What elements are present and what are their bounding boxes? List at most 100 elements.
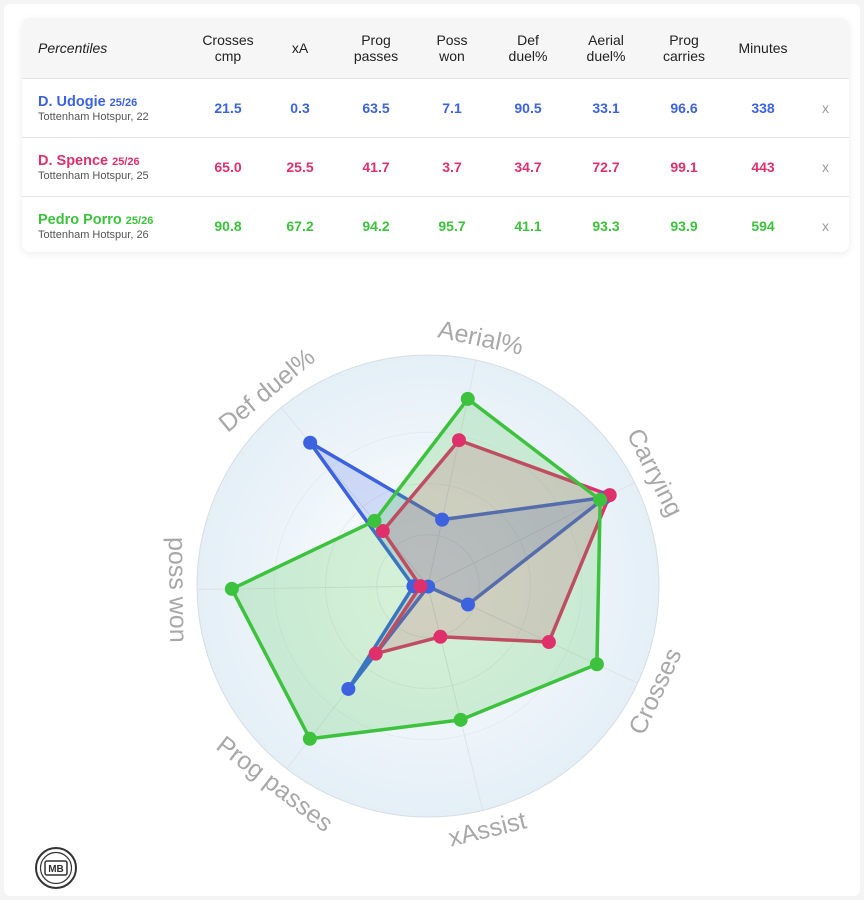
axis-label: Aerial% [436,315,526,360]
stat-value: 41.1 [514,217,542,234]
column-header: Crosses cmp [192,18,264,78]
player-name[interactable]: D. Udogie [38,93,106,110]
column-header-line2: duel% [508,47,548,64]
column-header-line1: Poss [436,31,468,48]
stat-value: 95.7 [438,217,466,234]
column-header: Prog passes [336,18,416,78]
player-cell: Pedro Porro 25/26 Tottenham Hotspur, 26 [22,196,192,252]
stat-value: 63.5 [362,99,390,116]
data-point [451,433,466,448]
stat-value: 594 [751,217,775,234]
column-header: Poss won [416,18,488,78]
player-name[interactable]: D. Spence [38,152,109,169]
data-point [589,657,604,672]
player-club: Tottenham Hotspur, 26 [38,228,149,241]
column-header-line2: cmp [214,47,242,64]
data-point [375,524,390,539]
stat-value: 0.3 [290,99,310,116]
column-header-line2: carries [662,47,705,64]
column-header-line1: xA [291,39,309,56]
percentiles-table: Percentiles Crosses cmp xA Prog passes Poss wo… [22,18,849,252]
stat-value: 90.5 [514,99,542,116]
data-point [453,712,468,727]
data-point [413,579,428,594]
mb-logo: MB [35,847,77,889]
stat-value: 96.6 [670,99,698,116]
stat-value: 21.5 [214,99,242,116]
column-header-line1: Minutes [738,39,788,56]
stat-value: 33.1 [592,99,620,116]
data-point [341,681,356,696]
data-point [460,597,475,612]
stat-value: 99.1 [670,158,698,175]
radar-spoke [427,585,484,811]
column-header-line2: won [439,47,465,64]
stat-value: 90.8 [214,217,242,234]
data-point [435,512,450,527]
stat-value: 72.7 [592,158,620,175]
table-row: D. Spence 25/26 Tottenham Hotspur, 25 65.0 2… [22,137,849,196]
stat-value: 93.9 [670,217,698,234]
column-header-line1: Crosses [202,31,254,48]
data-point [302,731,317,746]
radar-grid-ring [325,483,531,689]
stat-value: 41.7 [362,158,390,175]
data-point [593,492,608,507]
stat-value: 7.1 [442,99,462,116]
remove-cell: x [802,137,849,196]
player-name[interactable]: Pedro Porro [38,211,122,228]
axis-label: poss won [163,537,193,643]
column-header: Prog carries [644,18,724,78]
player-cell: D. Udogie 25/26 Tottenham Hotspur, 22 [22,78,192,137]
data-point [433,629,448,644]
stat-value: 338 [751,99,775,116]
page: Percentiles Crosses cmp xA Prog passes Poss wo… [4,4,860,896]
data-point [224,581,239,596]
remove-player-button[interactable]: x [822,158,829,175]
column-header: Def duel% [488,18,568,78]
player-club: Tottenham Hotspur, 22 [38,110,149,123]
stat-value: 34.7 [514,158,542,175]
column-header-line2: duel% [586,47,626,64]
column-header-line1: Prog [361,31,391,48]
stat-value: 67.2 [286,217,314,234]
percentiles-table-card: Percentiles Crosses cmp xA Prog passes Poss wo… [22,18,849,252]
remove-cell: x [802,196,849,252]
stat-value: 65.0 [214,158,242,175]
table-body: D. Udogie 25/26 Tottenham Hotspur, 22 21.5 0… [22,78,849,252]
column-header-line1: Def [517,31,539,48]
series-area [230,397,602,741]
data-point [303,435,318,450]
stat-value: 93.3 [592,217,620,234]
player-cell: D. Spence 25/26 Tottenham Hotspur, 25 [22,137,192,196]
column-header: Minutes [724,18,802,78]
table-header-row: Percentiles Crosses cmp xA Prog passes Poss wo… [22,18,849,78]
table-row: Pedro Porro 25/26 Tottenham Hotspur, 26 90.… [22,196,849,252]
corner-label: Percentiles [38,39,108,56]
stat-value: 3.7 [442,158,462,175]
remove-player-button[interactable]: x [822,99,829,116]
data-point [541,635,556,650]
stat-value: 94.2 [362,217,390,234]
remove-player-button[interactable]: x [822,217,829,234]
player-season: 25/26 [109,96,138,109]
table-row: D. Udogie 25/26 Tottenham Hotspur, 22 21.5 0… [22,78,849,137]
column-header-line1: Prog [669,31,699,48]
remove-cell: x [802,78,849,137]
column-header-line1: Aerial [588,31,624,48]
player-season: 25/26 [125,214,154,227]
player-season: 25/26 [112,155,140,168]
stat-value: 25.5 [286,158,314,175]
column-header: Aerial duel% [568,18,644,78]
radar-grid-ring [376,534,480,638]
data-point [367,513,382,528]
column-header: xA [264,18,336,78]
data-point [368,646,383,661]
radar-grid-ring [273,431,583,741]
player-club: Tottenham Hotspur, 25 [38,169,149,182]
logo-text: MB [48,864,64,875]
column-header-line2: passes [353,47,399,64]
data-point [460,391,475,406]
stat-value: 443 [751,158,775,175]
